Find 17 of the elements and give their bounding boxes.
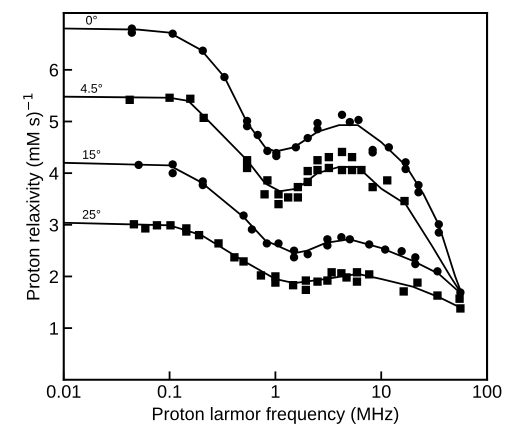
annotation: 15° [83,150,100,159]
y-axis-title: Proton relaxivity (mM s)$^{−1}$ [23,94,44,300]
x-tick-label: 0.01 [46,385,80,398]
y-tick-label: 2 [50,270,58,283]
y-tick-label: 6 [50,64,58,77]
annotation: 4.5° [80,84,102,93]
x-tick-label: 10 [372,385,391,398]
x-tick-label: 0.1 [158,385,182,398]
y-tick-label: 1 [50,322,58,335]
y-tick-label: 4 [49,167,58,180]
x-tick-label: 1 [272,385,280,398]
x-tick-label: 100 [473,385,502,398]
x-axis-title: Proton larmor frequency (MHz) [152,407,398,424]
annotation: 25° [82,210,100,219]
y-tick-label: 3 [50,218,58,232]
annotation: 0° [86,16,97,25]
y-tick-label: 5 [50,116,58,128]
